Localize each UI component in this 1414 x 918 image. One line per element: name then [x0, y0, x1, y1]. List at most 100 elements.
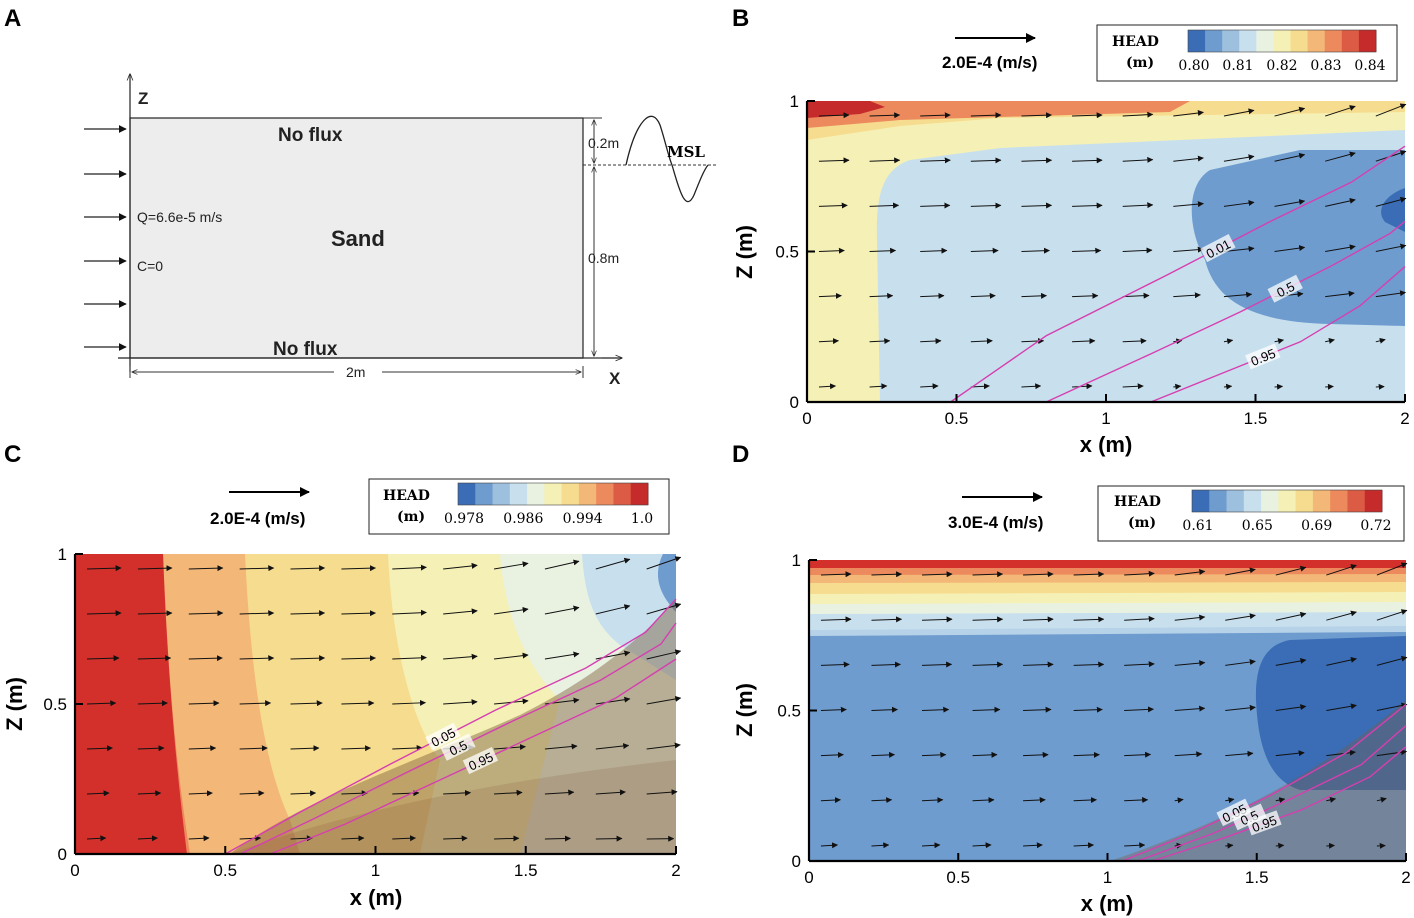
velocity-vector	[1173, 246, 1204, 253]
dim-top-label: 0.2m	[588, 135, 619, 151]
legend-tick-label: 0.61	[1182, 518, 1213, 534]
velocity-vector	[392, 790, 420, 797]
contour-label-bg	[440, 733, 476, 761]
velocity-vector	[1275, 704, 1307, 711]
velocity-vector	[595, 696, 631, 705]
legend-swatch	[475, 483, 494, 505]
x-tick-label: 0	[70, 861, 79, 880]
velocity-vector	[290, 655, 326, 662]
velocity-vector	[188, 655, 223, 662]
velocity-vector	[1376, 609, 1408, 621]
y-tick-label: 0.5	[777, 702, 801, 721]
velocity-vector	[1274, 338, 1285, 345]
legend-unit: (m)	[397, 509, 425, 525]
velocity-vector	[137, 565, 173, 572]
velocity-vector	[494, 835, 520, 842]
velocity-vector	[1122, 111, 1154, 118]
velocity-vector	[646, 602, 682, 615]
velocity-vector	[188, 790, 213, 797]
legend-tick-label: 0.82	[1266, 58, 1297, 74]
legend-tick-label: 0.986	[503, 511, 543, 527]
velocity-vector	[341, 700, 375, 707]
x-tick-label: 1.5	[514, 861, 538, 880]
contour-label-bg	[1216, 798, 1252, 827]
legend-swatch	[1295, 490, 1314, 512]
velocity-vector	[1173, 292, 1201, 299]
velocity-vector	[1073, 616, 1105, 623]
velocity-vector	[1326, 749, 1356, 757]
velocity-vector	[1021, 112, 1053, 119]
legend-swatch	[1243, 490, 1262, 512]
velocity-vector	[871, 706, 899, 713]
velocity-vector	[1124, 751, 1152, 758]
velocity-vector	[970, 157, 1002, 164]
velocity-vector	[1072, 157, 1103, 164]
velocity-vector	[1023, 706, 1052, 713]
velocity-vector	[188, 565, 224, 572]
legend-swatch	[1324, 30, 1343, 52]
velocity-vector	[1275, 611, 1307, 621]
head-band	[807, 101, 1405, 402]
velocity-vector	[869, 383, 888, 390]
head-legend-b: HEAD (m) 0.80 0.81 0.82 0.83 0.84	[1096, 24, 1398, 82]
velocity-vector	[188, 700, 220, 707]
velocity-vector	[239, 610, 275, 617]
velocity-vector	[921, 706, 950, 713]
dim-bottom-label: 0.8m	[588, 250, 619, 266]
velocity-vector	[871, 661, 901, 668]
legend-swatch	[1358, 30, 1377, 52]
velocity-vector	[1021, 292, 1048, 299]
velocity-vector	[1174, 797, 1184, 804]
velocity-vector	[1325, 290, 1355, 298]
legend-swatch	[1209, 490, 1228, 512]
velocity-vector	[1274, 199, 1306, 207]
x-tick-label: 1	[1103, 868, 1112, 887]
velocity-vector	[1023, 842, 1043, 849]
velocity-vector	[920, 247, 948, 254]
velocity-vector	[392, 745, 423, 752]
velocity-vector	[970, 247, 999, 254]
velocity-vector	[820, 661, 850, 668]
velocity-vector	[1375, 243, 1407, 252]
velocity-vector	[1223, 200, 1255, 207]
y-axis-title-b: Z (m)	[732, 225, 757, 279]
legend-unit: (m)	[1126, 55, 1154, 71]
velocity-vector	[544, 651, 580, 660]
legend-swatch	[1192, 490, 1210, 512]
velocity-vector	[1225, 797, 1235, 804]
salinity-contour	[239, 622, 677, 855]
velocity-vector	[1023, 751, 1049, 758]
velocity-vector	[818, 338, 839, 345]
velocity-vector	[392, 564, 427, 571]
velocity-vector	[920, 338, 942, 345]
velocity-vector	[443, 608, 478, 615]
velocity-vector	[290, 610, 326, 617]
velocity-vector	[1021, 202, 1053, 209]
head-band	[1255, 636, 1406, 790]
velocity-vector	[1376, 655, 1408, 666]
salinity-contour	[1122, 703, 1407, 862]
head-field-d	[809, 560, 1406, 861]
legend-tick-label: 0.72	[1360, 518, 1391, 534]
velocity-vector	[341, 745, 372, 752]
sand-domain	[129, 117, 584, 359]
velocity-vector	[1174, 569, 1206, 576]
velocity-vector	[646, 649, 682, 660]
velocity-vector	[1073, 571, 1105, 578]
velocity-vector	[1174, 705, 1206, 712]
velocity-vector	[820, 797, 841, 804]
velocity-vector	[392, 835, 417, 842]
velocity-vector	[1023, 616, 1054, 623]
velocity-vector	[818, 247, 845, 254]
legend-swatch	[561, 483, 580, 505]
axes-b: 0 0.5 1 1.5 2 0 0.5 1	[775, 92, 1409, 428]
x-axis-label: X	[609, 369, 621, 388]
velocity-vector	[1174, 751, 1203, 758]
velocity-vector	[1325, 244, 1356, 252]
legend-tick-label: 1.0	[631, 511, 653, 527]
legend-swatch	[492, 483, 511, 505]
legend-bar-frame	[457, 482, 649, 506]
velocity-vector	[1072, 292, 1099, 299]
x-tick-label: 1.5	[1244, 409, 1268, 428]
saline-zone	[230, 760, 676, 854]
